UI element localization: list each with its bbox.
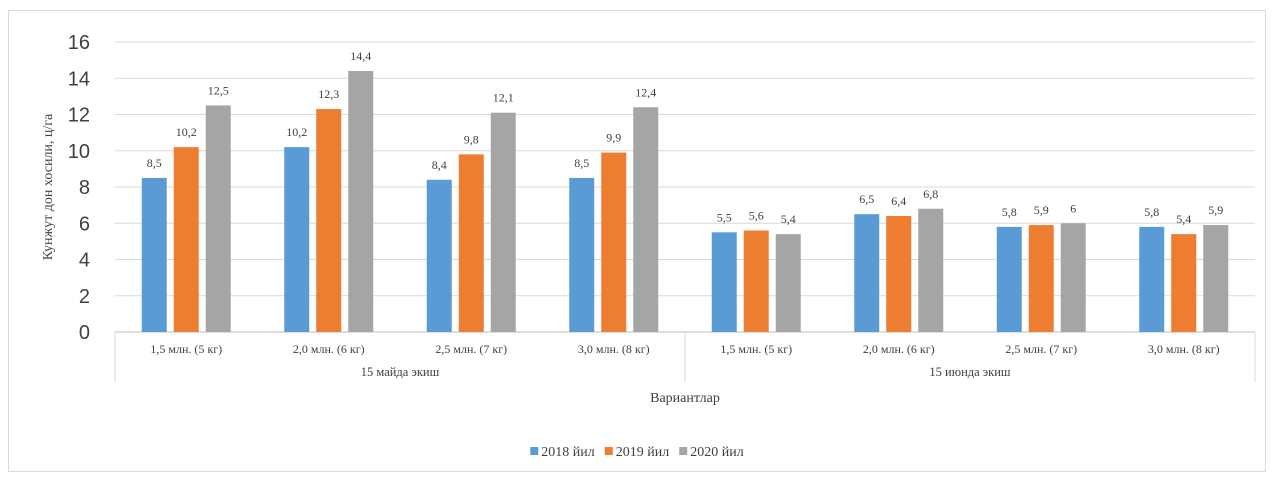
y-tick-label: 4 (79, 250, 90, 272)
x-group-label: 15 июнда экиш (929, 365, 1011, 379)
data-label: 5,6 (749, 209, 764, 223)
bar (1028, 225, 1054, 332)
data-label: 12,5 (208, 83, 229, 97)
data-label: 8,5 (574, 156, 589, 170)
x-category-label: 2,5 млн. (7 кг) (435, 342, 507, 356)
bar (854, 214, 880, 332)
y-tick-label: 16 (68, 32, 90, 54)
legend-label: 2019 йил (616, 445, 669, 460)
y-tick-label: 14 (68, 68, 90, 90)
x-category-label: 3,0 млн. (8 кг) (1148, 342, 1220, 356)
bar (426, 179, 452, 332)
bar (1203, 225, 1229, 332)
legend-swatch (530, 447, 539, 455)
x-category-label: 2,0 млн. (6 кг) (293, 342, 365, 356)
bar (569, 177, 595, 332)
data-label: 10,2 (176, 125, 197, 139)
bar (284, 147, 310, 332)
y-tick-label: 10 (68, 141, 90, 163)
data-label: 5,9 (1034, 203, 1049, 217)
bar (316, 109, 342, 332)
x-axis-title: Вариантлар (650, 391, 720, 406)
data-label: 14,4 (350, 49, 371, 63)
data-label: 5,8 (1144, 205, 1159, 219)
data-label: 6,5 (859, 192, 874, 206)
bar (601, 152, 627, 332)
data-label: 6,4 (891, 194, 906, 208)
bar (996, 226, 1022, 332)
y-tick-label: 6 (79, 213, 90, 235)
y-tick-label: 2 (79, 286, 90, 308)
bar (490, 112, 516, 332)
y-tick-label: 8 (79, 177, 90, 199)
data-label: 8,5 (147, 156, 162, 170)
legend-swatch (679, 447, 688, 455)
data-label: 5,4 (781, 212, 796, 226)
legend-label: 2018 йил (541, 445, 594, 460)
y-tick-label: 12 (68, 105, 90, 127)
x-category-label: 3,0 млн. (8 кг) (578, 342, 650, 356)
x-category-label: 1,5 млн. (5 кг) (720, 342, 792, 356)
bar (711, 232, 737, 332)
y-axis-title: Кунжут дон хосили, ц/га (41, 113, 56, 260)
legend-swatch (604, 447, 613, 455)
x-category-label: 2,5 млн. (7 кг) (1005, 342, 1077, 356)
legend-label: 2020 йил (690, 445, 743, 460)
bar (743, 230, 769, 332)
data-label: 5,9 (1208, 203, 1223, 217)
data-label: 12,3 (318, 87, 339, 101)
data-label: 5,5 (717, 210, 732, 224)
bar (173, 147, 199, 332)
bar (775, 234, 801, 332)
data-label: 12,4 (635, 85, 656, 99)
bar (1060, 223, 1086, 332)
bar (1171, 234, 1197, 332)
bar (458, 154, 484, 332)
x-category-label: 2,0 млн. (6 кг) (863, 342, 935, 356)
bar (918, 208, 944, 332)
data-label: 10,2 (286, 125, 307, 139)
x-group-label: 15 майда экиш (361, 365, 440, 379)
x-category-label: 1,5 млн. (5 кг) (150, 342, 222, 356)
bar (886, 216, 912, 332)
data-label: 5,4 (1176, 212, 1191, 226)
data-label: 9,8 (464, 132, 479, 146)
bar (348, 71, 374, 332)
bar (633, 107, 659, 332)
data-label: 9,9 (606, 131, 621, 145)
bar (1139, 226, 1165, 332)
data-label: 5,8 (1002, 205, 1017, 219)
data-label: 6 (1070, 201, 1076, 215)
data-label: 8,4 (432, 158, 447, 172)
bar (205, 105, 231, 332)
y-tick-label: 0 (79, 322, 90, 344)
data-label: 12,1 (493, 91, 514, 105)
data-label: 6,8 (923, 187, 938, 201)
bar (141, 177, 167, 332)
